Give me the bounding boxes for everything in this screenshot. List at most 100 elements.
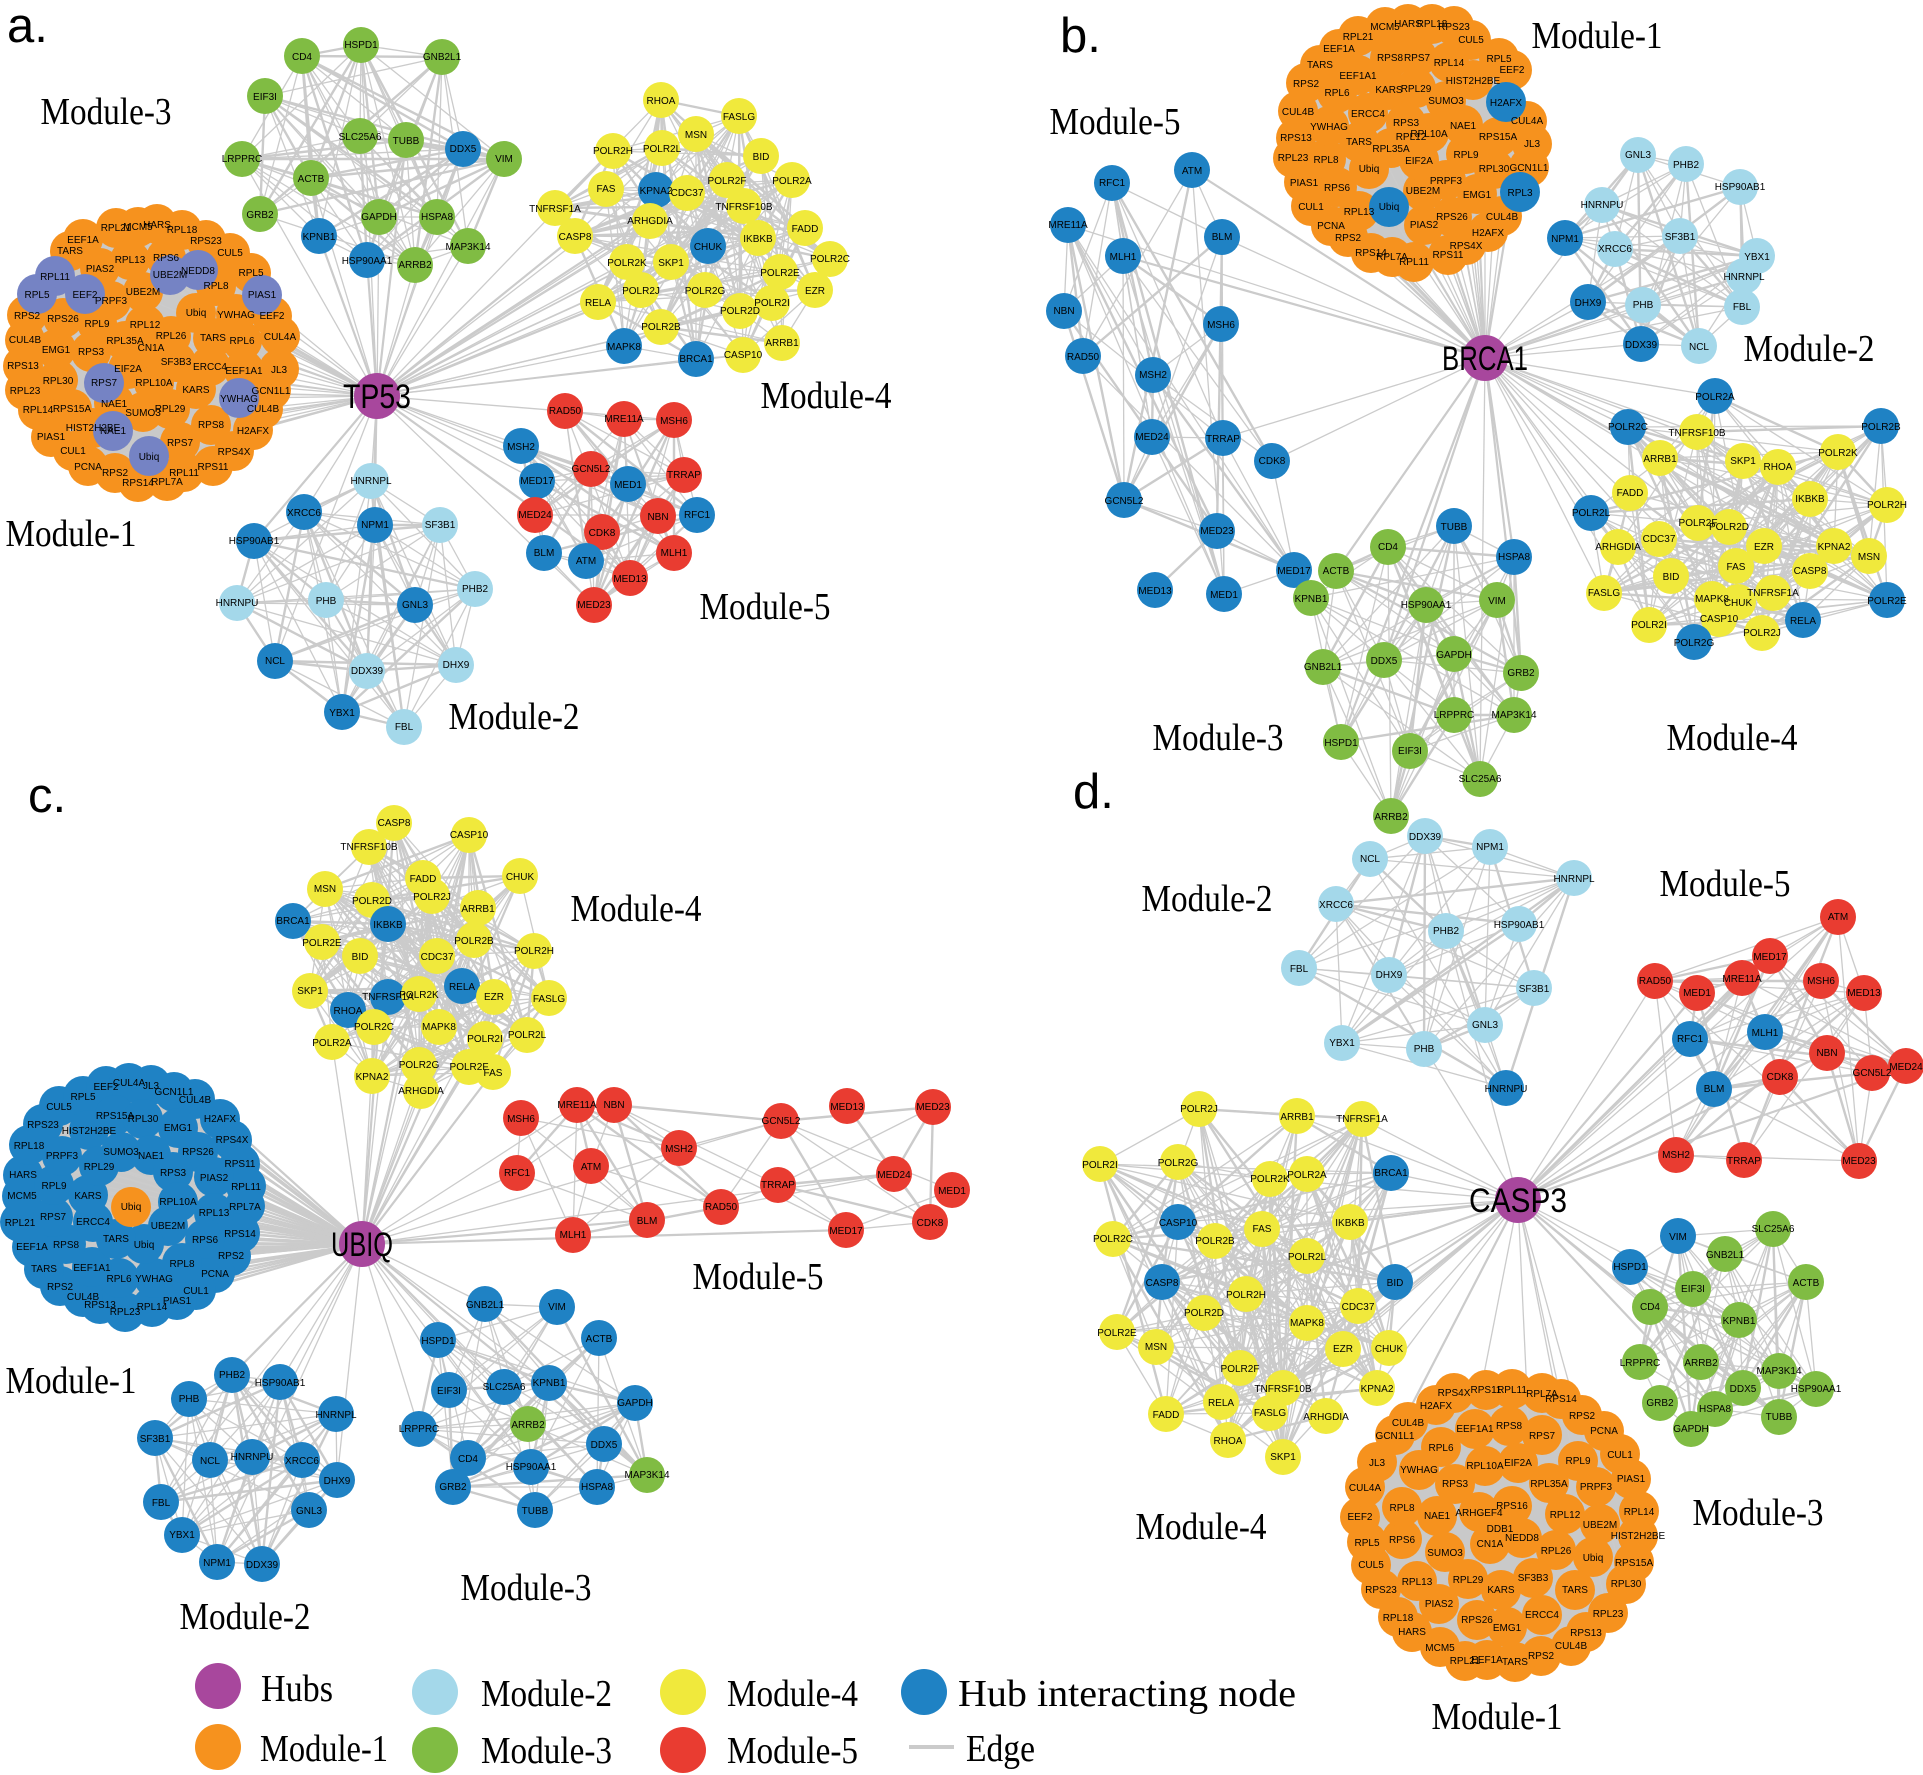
svg-text:RPL10A: RPL10A (1466, 1461, 1504, 1472)
svg-text:POLR2C: POLR2C (810, 254, 850, 265)
svg-text:RPL13: RPL13 (1344, 207, 1375, 218)
svg-text:RPL11: RPL11 (231, 1182, 261, 1193)
svg-text:DDX5: DDX5 (591, 1440, 618, 1451)
svg-text:RPL35A: RPL35A (1372, 144, 1410, 155)
svg-text:DHX9: DHX9 (324, 1476, 351, 1487)
svg-text:DHX9: DHX9 (443, 660, 470, 671)
svg-text:CN1A: CN1A (1477, 1539, 1504, 1550)
svg-text:PRPF3: PRPF3 (1430, 176, 1463, 187)
svg-text:IKBKB: IKBKB (373, 920, 403, 931)
svg-text:ACTB: ACTB (586, 1334, 613, 1345)
svg-text:PIAS1: PIAS1 (1617, 1474, 1646, 1485)
svg-text:PHB2: PHB2 (1433, 926, 1460, 937)
svg-text:HSP90AA1: HSP90AA1 (1401, 600, 1452, 611)
svg-text:EMG1: EMG1 (1463, 190, 1492, 201)
svg-text:POLR2K: POLR2K (1818, 448, 1858, 459)
svg-text:MSN: MSN (685, 130, 707, 141)
svg-text:CD4: CD4 (1640, 1302, 1660, 1313)
svg-text:RPS26: RPS26 (1461, 1615, 1493, 1626)
svg-text:RPL29: RPL29 (1453, 1575, 1484, 1586)
svg-text:MLH1: MLH1 (1110, 252, 1137, 263)
svg-text:MAP3K14: MAP3K14 (1491, 710, 1536, 721)
svg-text:ACTB: ACTB (1793, 1278, 1820, 1289)
svg-text:RPL35A: RPL35A (1530, 1479, 1568, 1490)
svg-text:SLC25A6: SLC25A6 (483, 1382, 526, 1393)
svg-text:MRE11A: MRE11A (1048, 220, 1088, 231)
svg-text:RPL6: RPL6 (106, 1274, 131, 1285)
svg-text:DHX9: DHX9 (1575, 298, 1602, 309)
svg-text:NPM1: NPM1 (1551, 234, 1579, 245)
svg-text:FADD: FADD (1153, 1410, 1180, 1421)
svg-text:RPS4X: RPS4X (216, 1135, 249, 1146)
svg-text:RPL11: RPL11 (40, 272, 70, 283)
svg-text:HSPD1: HSPD1 (421, 1336, 455, 1347)
svg-text:POLR2K: POLR2K (399, 990, 439, 1001)
svg-text:DDX39: DDX39 (1625, 340, 1658, 351)
svg-text:NCL: NCL (1689, 342, 1709, 353)
svg-text:ARRB2: ARRB2 (511, 1420, 545, 1431)
svg-text:RPS14: RPS14 (122, 478, 154, 489)
svg-text:GNL3: GNL3 (296, 1506, 323, 1517)
svg-text:POLR2L: POLR2L (643, 144, 682, 155)
svg-text:CASP8: CASP8 (559, 232, 592, 243)
svg-text:POLR2C: POLR2C (1093, 1234, 1133, 1245)
svg-text:RPS3: RPS3 (1442, 1479, 1469, 1490)
svg-text:POLR2H: POLR2H (514, 946, 554, 957)
svg-text:RPS4X: RPS4X (218, 447, 251, 458)
svg-text:BID: BID (753, 152, 770, 163)
svg-text:MED13: MED13 (1138, 586, 1172, 597)
svg-text:SKP1: SKP1 (297, 986, 323, 997)
svg-text:RPS15A: RPS15A (1615, 1558, 1654, 1569)
svg-text:Module-2: Module-2 (180, 1596, 311, 1638)
svg-text:GCN1L1: GCN1L1 (1510, 163, 1549, 174)
svg-text:FBL: FBL (152, 1498, 171, 1509)
svg-text:RPS11: RPS11 (1471, 1385, 1502, 1396)
svg-text:Module-2: Module-2 (1744, 328, 1875, 370)
svg-text:RPL29: RPL29 (1401, 84, 1432, 95)
svg-text:Module-4: Module-4 (761, 375, 892, 417)
svg-text:CUL1: CUL1 (60, 446, 86, 457)
svg-text:CASP10: CASP10 (450, 830, 489, 841)
svg-text:MLH1: MLH1 (661, 548, 688, 559)
svg-text:POLR2J: POLR2J (1180, 1104, 1218, 1115)
svg-text:TNFRSF10B: TNFRSF10B (340, 842, 398, 853)
svg-text:FBL: FBL (1290, 964, 1309, 975)
svg-text:RELA: RELA (585, 298, 611, 309)
svg-text:RPL14: RPL14 (1624, 1507, 1655, 1518)
svg-text:MCM5: MCM5 (123, 222, 153, 233)
svg-text:TRRAP: TRRAP (1727, 1156, 1761, 1167)
svg-text:CUL4B: CUL4B (247, 404, 280, 415)
svg-text:ATM: ATM (581, 1162, 601, 1173)
svg-text:RPS4X: RPS4X (1450, 241, 1483, 252)
svg-text:VIM: VIM (495, 154, 513, 165)
svg-text:RPL5: RPL5 (238, 268, 263, 279)
svg-text:JL3: JL3 (143, 1081, 160, 1092)
svg-text:CDK8: CDK8 (1767, 1072, 1794, 1083)
svg-text:POLR2L: POLR2L (508, 1030, 547, 1041)
svg-text:KPNB1: KPNB1 (1723, 1316, 1756, 1327)
svg-text:MSN: MSN (1145, 1342, 1167, 1353)
svg-text:PIAS2: PIAS2 (1410, 220, 1439, 231)
svg-text:CD4: CD4 (458, 1454, 478, 1465)
svg-text:HNRNPL: HNRNPL (1553, 874, 1595, 885)
svg-text:RELA: RELA (449, 982, 475, 993)
svg-text:PHB2: PHB2 (1673, 160, 1700, 171)
svg-text:ARRB1: ARRB1 (1280, 1112, 1314, 1123)
svg-text:PCNA: PCNA (1317, 221, 1345, 232)
svg-text:Module-5: Module-5 (693, 1256, 824, 1298)
svg-text:PHB2: PHB2 (462, 584, 489, 595)
svg-text:RAD50: RAD50 (549, 406, 582, 417)
svg-text:RHOA: RHOA (647, 96, 676, 107)
svg-text:EEF2: EEF2 (93, 1082, 118, 1093)
svg-text:MED17: MED17 (829, 1226, 863, 1237)
svg-text:MAP3K14: MAP3K14 (445, 242, 490, 253)
svg-text:RAD50: RAD50 (1639, 976, 1672, 987)
svg-text:RPL35A: RPL35A (106, 336, 144, 347)
svg-text:PCNA: PCNA (1590, 1426, 1618, 1437)
svg-text:PIAS2: PIAS2 (1425, 1599, 1454, 1610)
svg-text:RPS15A: RPS15A (53, 404, 92, 415)
svg-text:KPNA2: KPNA2 (1818, 542, 1851, 553)
svg-text:RFC1: RFC1 (1677, 1034, 1704, 1045)
svg-text:EIF2A: EIF2A (114, 364, 142, 375)
svg-text:Module-4: Module-4 (1136, 1506, 1267, 1548)
